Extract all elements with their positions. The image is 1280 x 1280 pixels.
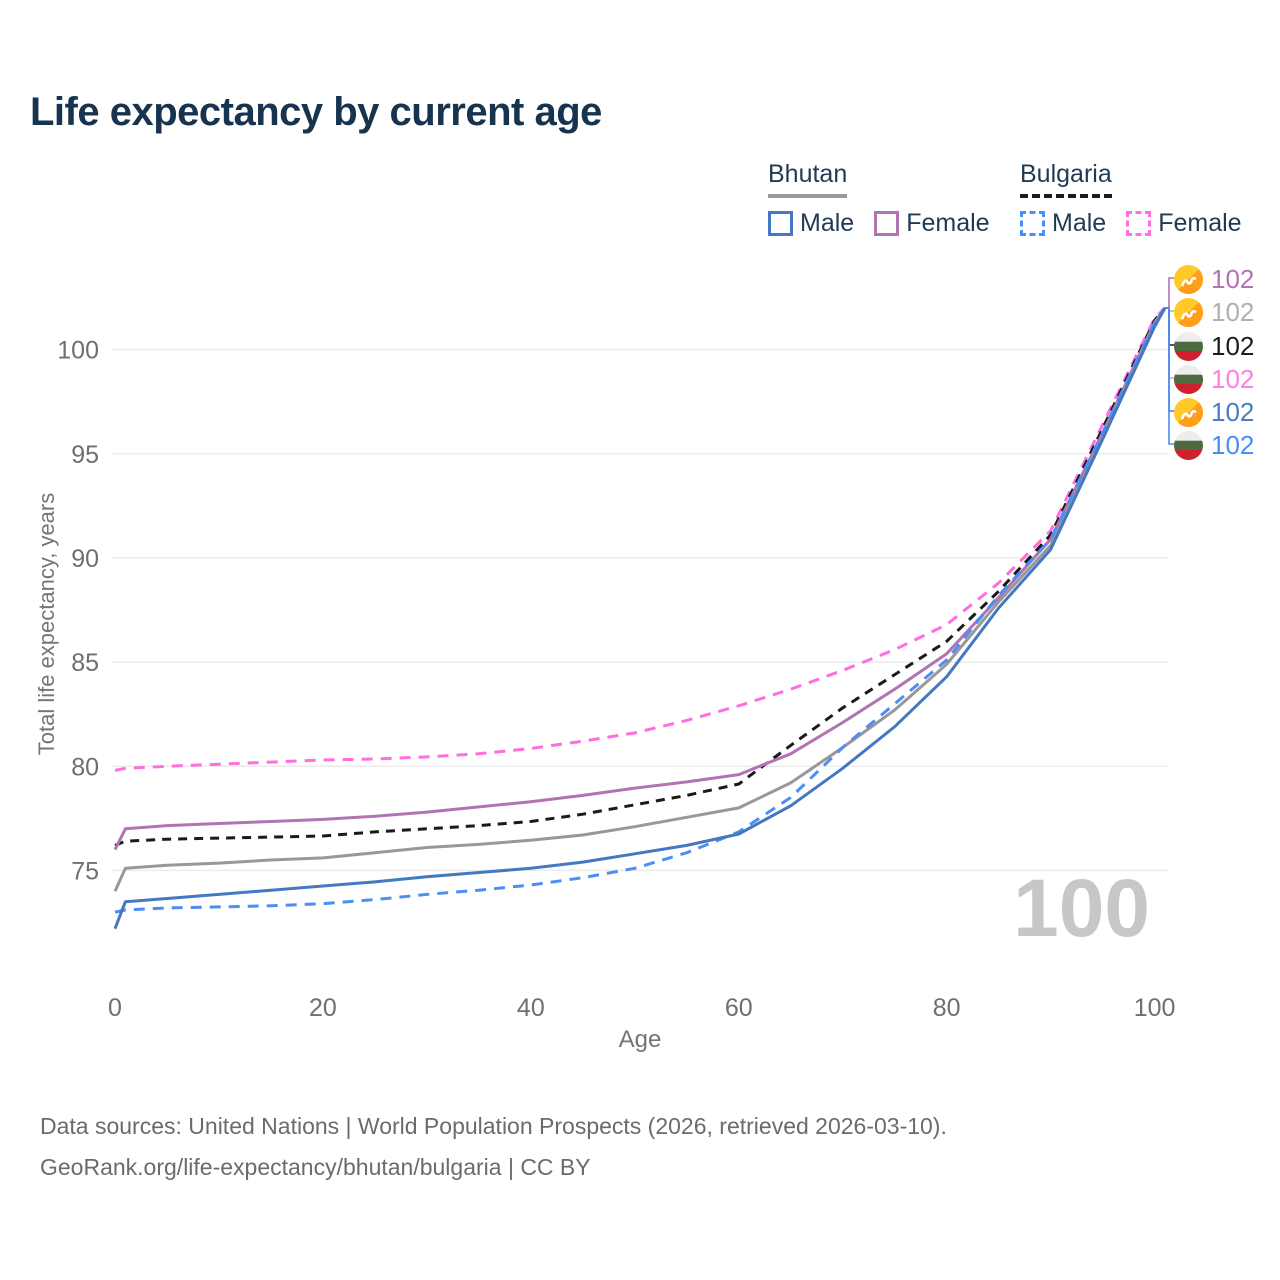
end-value: 102 — [1211, 397, 1255, 427]
bhutan-flag-icon — [1174, 265, 1203, 294]
end-label-bhutan-female: 102 — [1174, 264, 1254, 295]
series-line-bulgaria-female[interactable] — [114, 306, 1167, 772]
age-watermark: 100 — [1013, 863, 1150, 954]
bhutan-flag-icon — [1174, 398, 1203, 427]
bulgaria-female-swatch-icon — [1126, 211, 1152, 236]
bulgaria-male-swatch-icon — [1020, 211, 1045, 236]
legend-bulgaria-male[interactable]: Male — [1020, 209, 1106, 238]
series-line-bhutan[interactable] — [113, 307, 1167, 892]
page-title: Life expectancy by current age — [30, 90, 602, 134]
legend-bhutan-male-label: Male — [800, 209, 855, 237]
x-tick-label: 60 — [725, 994, 753, 1022]
legend-bhutan-male[interactable]: Male — [768, 209, 854, 238]
bulgaria-flag-icon — [1174, 332, 1203, 361]
end-label-bulgaria-female: 102 — [1174, 364, 1254, 395]
bulgaria-flag-icon — [1174, 431, 1203, 460]
data-sources-line: Data sources: United Nations | World Pop… — [40, 1113, 947, 1139]
series-line-bhutan-male[interactable] — [113, 307, 1167, 930]
legend-bulgaria-male-label: Male — [1052, 209, 1107, 237]
end-value: 102 — [1211, 364, 1255, 394]
legend-group-bulgaria: Bulgaria Male Female — [1020, 160, 1242, 238]
series-line-bulgaria-male[interactable] — [114, 307, 1167, 914]
x-axis-title: Age — [618, 1026, 662, 1053]
x-tick-label: 80 — [933, 994, 961, 1022]
legend-bhutan-female-label: Female — [906, 209, 990, 237]
bhutan-male-swatch-icon — [768, 211, 793, 236]
y-tick-label: 90 — [71, 545, 99, 573]
legend-bulgaria-label[interactable]: Bulgaria — [1020, 160, 1112, 198]
y-tick-label: 75 — [71, 857, 99, 885]
bhutan-flag-icon — [1174, 298, 1203, 327]
bhutan-female-swatch-icon — [874, 211, 900, 236]
end-label-connector — [1165, 307, 1176, 445]
x-tick-label: 40 — [517, 994, 545, 1022]
end-value: 102 — [1211, 297, 1255, 327]
legend-bhutan-label[interactable]: Bhutan — [768, 160, 848, 198]
x-tick-label: 20 — [309, 994, 337, 1022]
y-tick-label: 95 — [71, 441, 99, 469]
bulgaria-flag-icon — [1174, 365, 1203, 394]
end-value: 102 — [1211, 430, 1255, 460]
end-value: 102 — [1211, 331, 1255, 361]
end-label-bulgaria-total: 102 — [1174, 331, 1254, 362]
end-value: 102 — [1211, 264, 1255, 294]
legend-bhutan-female[interactable]: Female — [874, 209, 990, 238]
y-tick-label: 100 — [57, 337, 99, 365]
end-label-bhutan-male: 102 — [1174, 397, 1254, 428]
y-tick-label: 80 — [71, 753, 99, 781]
y-axis-title: Total life expectancy, years — [34, 492, 59, 756]
series-line-bulgaria[interactable] — [114, 306, 1167, 847]
end-label-bhutan-total: 102 — [1174, 297, 1254, 328]
x-tick-label: 0 — [108, 994, 122, 1022]
source-url-line: GeoRank.org/life-expectancy/bhutan/bulga… — [40, 1154, 591, 1180]
end-label-bulgaria-male: 102 — [1174, 430, 1254, 461]
legend-group-bhutan: Bhutan Male Female — [768, 160, 990, 238]
legend-bulgaria-female[interactable]: Female — [1126, 209, 1242, 238]
y-tick-label: 85 — [71, 649, 99, 677]
x-tick-label: 100 — [1134, 994, 1176, 1022]
attribution-footer: Data sources: United Nations | World Pop… — [40, 1106, 1240, 1188]
legend-bulgaria-female-label: Female — [1158, 209, 1242, 237]
series-line-bhutan-female[interactable] — [113, 307, 1167, 851]
